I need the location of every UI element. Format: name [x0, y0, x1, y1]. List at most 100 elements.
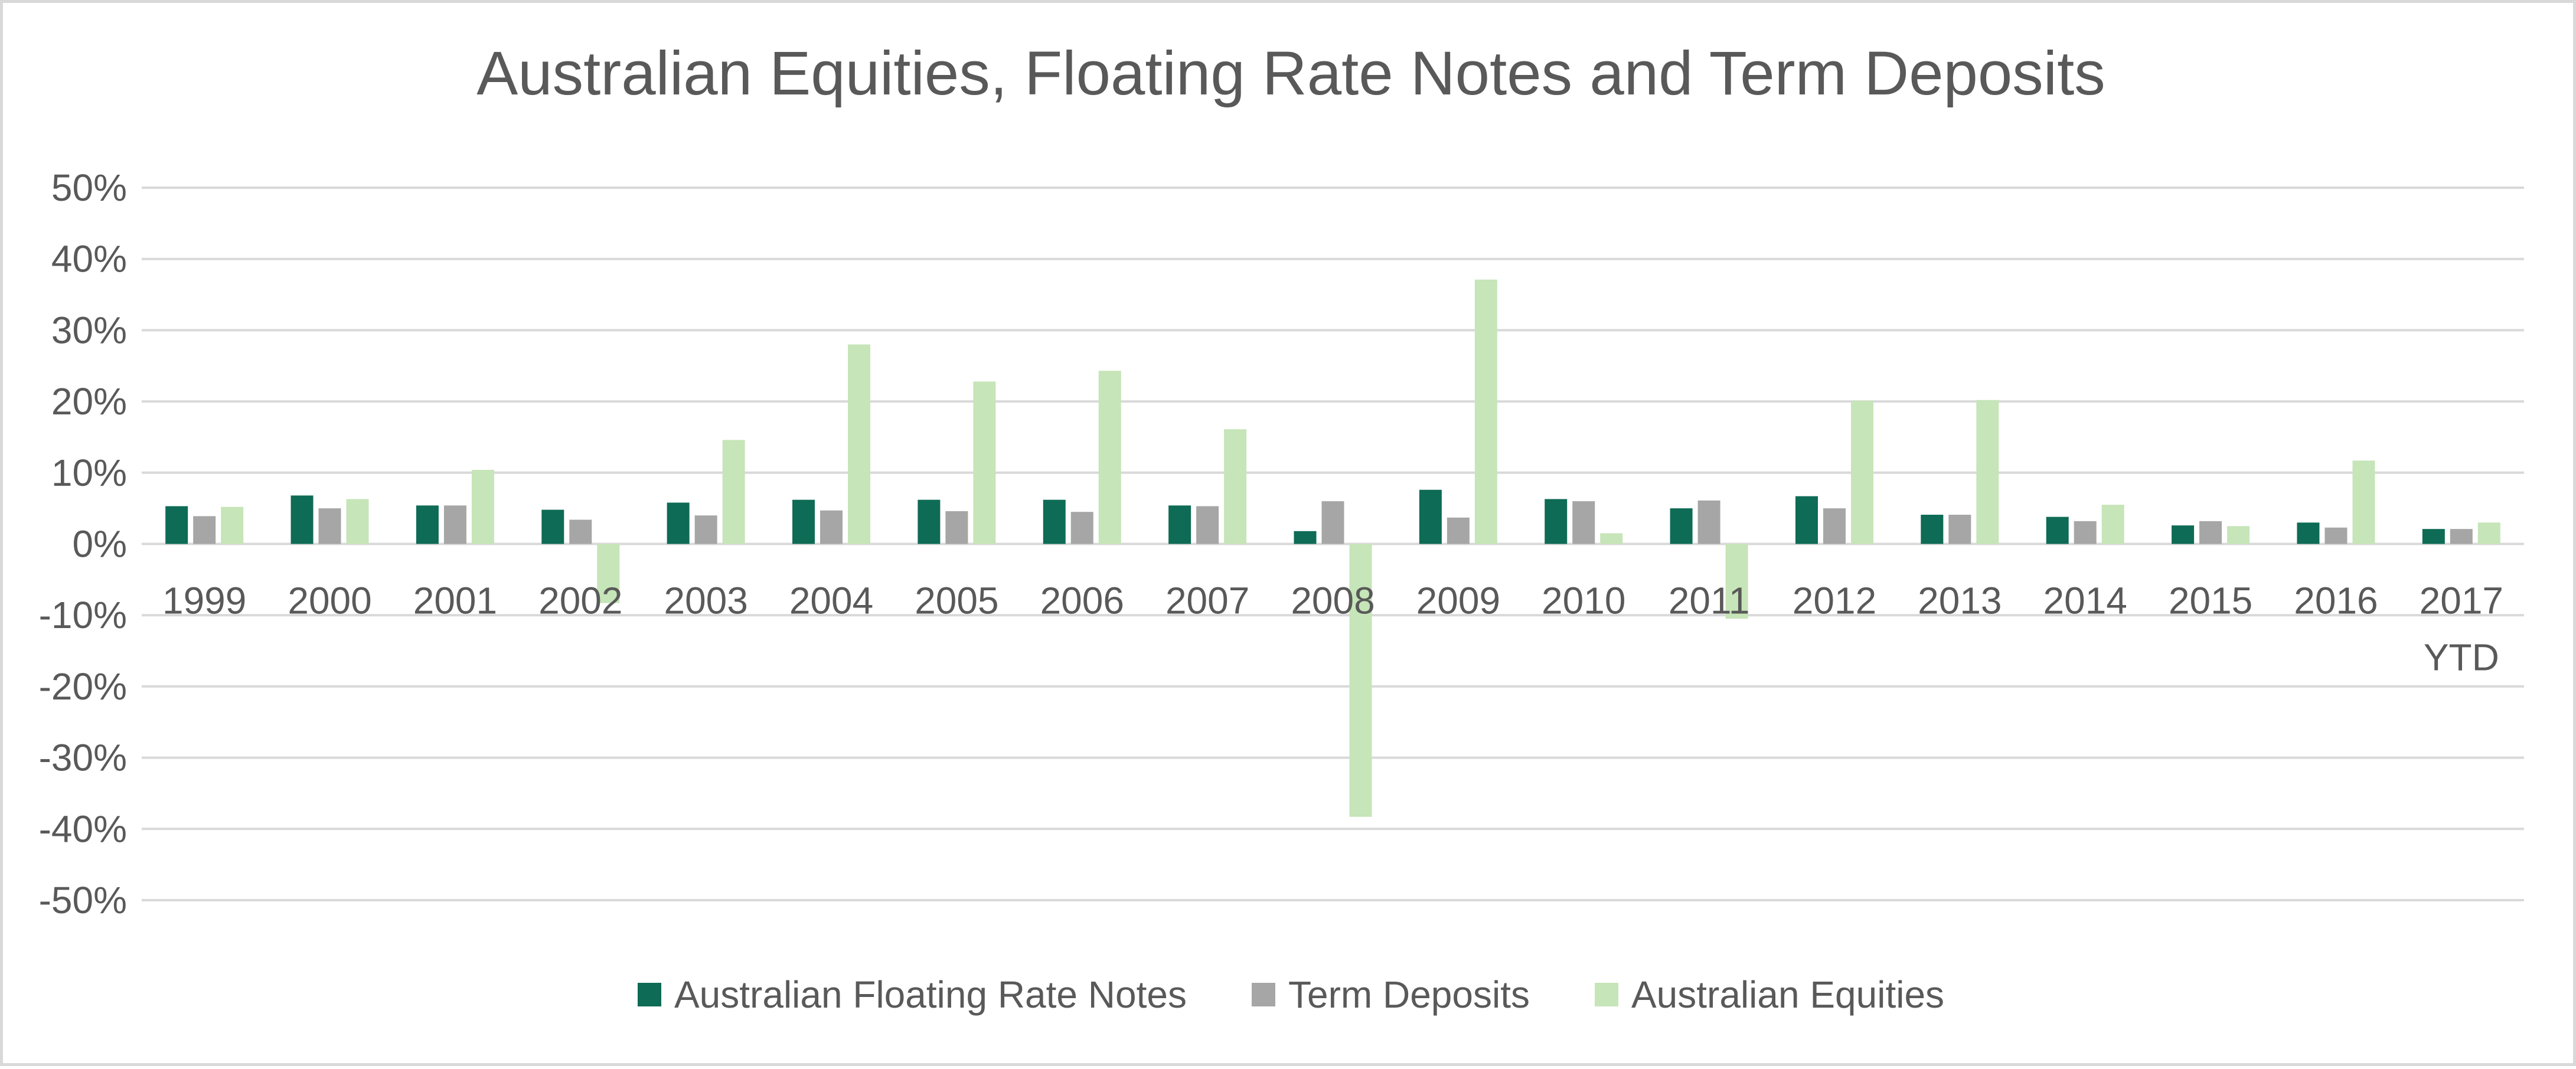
y-tick-label: 20%	[51, 380, 127, 423]
bar-australian-equities	[2227, 526, 2250, 544]
bar-australian-floating-rate-notes	[416, 505, 439, 544]
y-tick-label: 50%	[51, 166, 127, 209]
bar-australian-equities	[848, 344, 871, 544]
x-tick-label: 2000	[288, 580, 371, 622]
legend-label: Term Deposits	[1288, 973, 1530, 1016]
y-tick-label: -40%	[39, 808, 127, 850]
x-tick-label: 1999	[162, 580, 246, 622]
bar-australian-floating-rate-notes	[2297, 522, 2320, 544]
bar-australian-equities	[1224, 429, 1247, 544]
bar-term-deposits	[318, 508, 341, 544]
bar-australian-equities	[346, 499, 369, 544]
y-tick-label: -10%	[39, 594, 127, 636]
y-tick-label: 40%	[51, 238, 127, 280]
chart-plot: 50% 40% 30% 20% 10% 0% -10% -20% -30% -40% -50% 19…	[39, 166, 2524, 921]
x-axis-ticks: 1999 2000 2001 2002 2003 2004 2005 2006 2007 2008…	[162, 580, 2503, 679]
bar-term-deposits	[1321, 501, 1344, 544]
x-tick-label: 2017	[2420, 580, 2503, 622]
bar-term-deposits	[443, 505, 466, 544]
x-tick-label: YTD	[2424, 636, 2499, 679]
bar-term-deposits	[193, 516, 216, 544]
bar-australian-floating-rate-notes	[2422, 529, 2445, 544]
gridlines	[142, 187, 2524, 901]
bar-australian-floating-rate-notes	[1294, 531, 1317, 544]
bar-term-deposits	[1447, 517, 1470, 544]
bar-australian-equities	[1976, 400, 1999, 544]
y-tick-label: 30%	[51, 309, 127, 351]
y-tick-label: -20%	[39, 665, 127, 708]
legend-item: Australian Equities	[1594, 973, 1944, 1016]
bar-australian-floating-rate-notes	[541, 509, 564, 544]
bar-term-deposits	[1948, 515, 1971, 544]
bar-australian-equities	[2101, 505, 2124, 544]
x-tick-label: 2006	[1040, 580, 1124, 622]
x-tick-label: 2004	[789, 580, 873, 622]
x-tick-label: 2002	[538, 580, 622, 622]
x-tick-label: 2011	[1669, 580, 1750, 622]
bar-australian-floating-rate-notes	[1168, 505, 1191, 544]
x-tick-label: 2012	[1793, 580, 1876, 622]
y-axis-ticks: 50% 40% 30% 20% 10% 0% -10% -20% -30% -40% -50%	[39, 166, 127, 921]
bars	[165, 279, 2500, 817]
x-tick-label: 2015	[2169, 580, 2252, 622]
chart-title: Australian Equities, Floating Rate Notes…	[476, 39, 2105, 108]
bar-term-deposits	[1070, 512, 1093, 544]
bar-australian-equities	[471, 469, 494, 544]
bar-term-deposits	[1823, 508, 1846, 544]
x-tick-label: 2001	[413, 580, 497, 622]
bar-australian-equities	[1725, 544, 1748, 619]
bar-term-deposits	[569, 519, 592, 544]
bar-term-deposits	[1572, 501, 1595, 544]
bar-australian-floating-rate-notes	[165, 506, 188, 544]
x-tick-label: 2009	[1416, 580, 1500, 622]
bar-term-deposits	[820, 510, 843, 544]
x-tick-label: 2014	[2043, 580, 2127, 622]
legend-item: Term Deposits	[1251, 973, 1530, 1016]
x-tick-label: 2005	[915, 580, 998, 622]
bar-term-deposits	[945, 511, 968, 544]
y-tick-label: -50%	[39, 879, 127, 921]
y-tick-label: 0%	[73, 523, 128, 565]
bar-australian-equities	[2352, 460, 2375, 544]
bar-australian-floating-rate-notes	[1921, 515, 1944, 544]
bar-term-deposits	[694, 515, 717, 544]
bar-australian-floating-rate-notes	[918, 499, 941, 544]
bar-australian-floating-rate-notes	[792, 499, 815, 544]
bar-australian-equities	[1850, 400, 1873, 544]
bar-australian-equities	[1474, 279, 1497, 544]
x-tick-label: 2013	[1918, 580, 2002, 622]
bar-australian-floating-rate-notes	[1670, 508, 1693, 544]
bar-australian-floating-rate-notes	[1419, 489, 1442, 544]
legend-item: Australian Floating Rate Notes	[637, 973, 1187, 1016]
bar-australian-equities	[722, 440, 745, 544]
bar-term-deposits	[1196, 506, 1219, 544]
bar-term-deposits	[2199, 521, 2222, 544]
x-tick-label: 2007	[1165, 580, 1249, 622]
bar-australian-equities	[1349, 544, 1372, 817]
bar-term-deposits	[2450, 529, 2473, 544]
bar-term-deposits	[2074, 521, 2097, 544]
legend-swatch	[637, 983, 661, 1006]
bar-term-deposits	[2324, 527, 2348, 544]
bar-australian-floating-rate-notes	[667, 502, 690, 544]
y-tick-label: -30%	[39, 737, 127, 779]
legend: Australian Floating Rate Notes Term Depos…	[3, 965, 2576, 1024]
bar-australian-floating-rate-notes	[1545, 499, 1568, 544]
x-tick-label: 2016	[2294, 580, 2378, 622]
bar-australian-floating-rate-notes	[290, 495, 314, 544]
legend-swatch	[1251, 983, 1275, 1006]
bar-australian-floating-rate-notes	[1043, 499, 1066, 544]
x-tick-label: 2010	[1542, 580, 1625, 622]
bar-term-deposits	[1697, 500, 1720, 544]
bar-australian-equities	[973, 381, 996, 544]
bar-australian-equities	[2477, 522, 2500, 544]
legend-swatch	[1594, 983, 1618, 1006]
bar-australian-equities	[597, 544, 620, 603]
legend-label: Australian Floating Rate Notes	[674, 973, 1187, 1016]
bar-australian-floating-rate-notes	[2046, 516, 2069, 544]
bar-australian-equities	[221, 506, 244, 544]
x-tick-label: 2008	[1291, 580, 1374, 622]
y-tick-label: 10%	[51, 452, 127, 494]
bar-australian-floating-rate-notes	[2172, 525, 2195, 544]
